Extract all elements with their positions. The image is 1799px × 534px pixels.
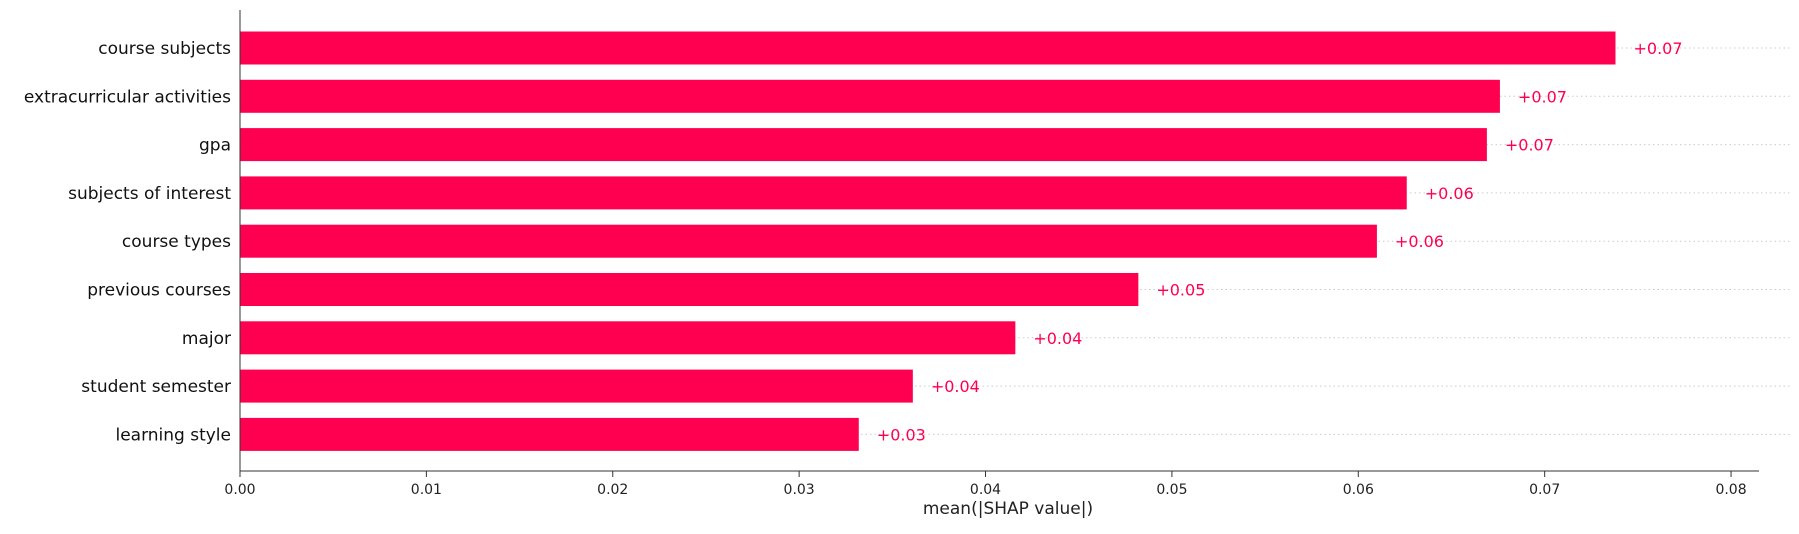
bars [240,31,1616,451]
category-label: course subjects [98,39,231,59]
bar [240,31,1616,65]
bar [240,417,859,451]
x-tick-label: 0.08 [1715,482,1746,498]
category-label: gpa [199,136,231,156]
value-labels: +0.07 +0.07 +0.07 +0.06 +0.06 +0.05 +0.04 +0.04… [877,39,1683,444]
bar-value-label: +0.05 [1156,281,1205,300]
x-tick-label: 0.05 [1156,482,1187,498]
bar-value-label: +0.03 [877,425,926,444]
x-tick-label: 0.04 [970,482,1001,498]
bar [240,273,1139,306]
category-label: learning style [115,425,231,445]
x-tick-label: 0.00 [224,482,255,498]
bar-value-label: +0.06 [1395,232,1444,251]
x-tick-label: 0.01 [411,482,442,498]
bar-value-label: +0.07 [1633,39,1682,58]
bar-value-label: +0.04 [1033,329,1082,348]
x-axis-title: mean(|SHAP value|) [923,499,1093,519]
bar [240,128,1487,162]
x-tick-label: 0.02 [597,482,628,498]
category-label: course types [122,232,231,252]
bar-value-label: +0.06 [1425,184,1474,203]
category-labels: course subjects extracurricular activitie… [24,39,231,445]
category-label: student semester [81,377,231,397]
bar [240,79,1500,113]
category-label: previous courses [87,281,231,301]
category-label: subjects of interest [68,184,231,204]
bar-value-label: +0.07 [1505,136,1554,155]
bar [240,176,1407,210]
axes: 0.00 0.01 0.02 0.03 0.04 0.05 0.06 0.07 0.08 [224,10,1759,498]
x-tick-label: 0.06 [1343,482,1374,498]
bar [240,321,1016,355]
category-label: major [182,329,231,349]
x-tick-label: 0.03 [784,482,815,498]
bar-value-label: +0.07 [1518,87,1567,106]
bar [240,369,913,403]
bar [240,224,1377,258]
category-label: extracurricular activities [24,87,231,107]
x-tick-label: 0.07 [1529,482,1560,498]
bar-value-label: +0.04 [931,377,980,396]
